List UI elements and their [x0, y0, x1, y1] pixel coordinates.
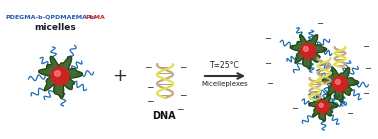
Text: Micelleplexes: Micelleplexes [202, 81, 248, 87]
Polygon shape [322, 68, 359, 102]
Text: micelles: micelles [34, 23, 76, 32]
Circle shape [54, 71, 60, 76]
Polygon shape [309, 94, 338, 121]
Text: −: − [363, 43, 370, 52]
Text: −: − [266, 80, 274, 89]
Text: DNA: DNA [152, 111, 176, 121]
Text: +: + [113, 67, 127, 85]
Circle shape [335, 80, 340, 84]
Text: −: − [179, 90, 187, 100]
Text: −: − [144, 63, 152, 71]
Text: −: − [316, 19, 324, 28]
Circle shape [301, 43, 316, 59]
Circle shape [332, 76, 348, 92]
Text: PDEGMA-b-QPDMAEMA-b-: PDEGMA-b-QPDMAEMA-b- [5, 14, 97, 19]
Circle shape [319, 103, 323, 107]
Text: −: − [347, 110, 353, 119]
Text: −: − [364, 64, 372, 74]
Polygon shape [290, 35, 327, 69]
Circle shape [51, 67, 69, 85]
Circle shape [304, 46, 308, 51]
Circle shape [317, 101, 329, 113]
Text: −: − [146, 96, 154, 106]
Text: −: − [179, 63, 187, 71]
Text: −: − [176, 105, 184, 114]
Text: PLMA: PLMA [85, 14, 105, 19]
Text: −: − [265, 59, 271, 69]
Text: −: − [265, 34, 271, 44]
Text: −: − [363, 90, 370, 99]
Text: −: − [291, 105, 299, 114]
Polygon shape [39, 56, 82, 98]
Text: T=25°C: T=25°C [210, 61, 240, 70]
Text: −: − [146, 83, 154, 91]
